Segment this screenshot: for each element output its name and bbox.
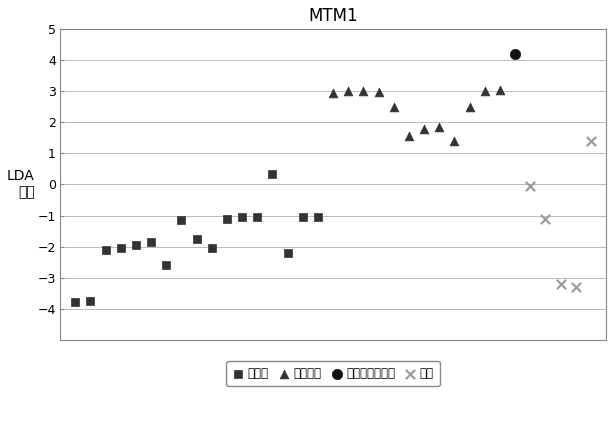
Y-axis label: LDA
得分: LDA 得分 [7,170,35,200]
未知 [586,138,596,145]
Title: MTM1: MTM1 [308,7,358,25]
未知 [525,183,535,190]
响应者 [101,246,110,253]
响应者 [116,244,126,251]
非响应者 [465,103,474,110]
响应者 [85,297,95,304]
非响应者 [434,124,444,131]
响应者 [207,244,216,251]
非响应者 [389,103,398,110]
响应者 [146,238,156,245]
响应者 [161,261,171,268]
非响应者 [374,89,384,96]
未知 [555,280,565,287]
非响应者 [419,125,429,132]
响应者 [177,217,186,224]
非响应者 [495,86,504,93]
排除的非响应者 [510,51,520,58]
响应者 [283,249,292,256]
非响应者 [359,88,368,95]
响应者 [237,214,247,221]
未知 [541,215,550,222]
非响应者 [404,133,414,140]
响应者 [222,215,232,222]
非响应者 [343,88,353,95]
响应者 [253,214,262,221]
响应者 [313,214,323,221]
响应者 [131,241,141,248]
响应者 [267,170,277,177]
非响应者 [480,88,490,95]
非响应者 [449,138,459,145]
响应者 [192,235,202,242]
响应者 [298,214,308,221]
Legend: 响应者, 非响应者, 排除的非响应者, 未知: 响应者, 非响应者, 排除的非响应者, 未知 [226,361,440,386]
未知 [571,283,581,290]
非响应者 [328,89,338,96]
响应者 [70,299,80,306]
